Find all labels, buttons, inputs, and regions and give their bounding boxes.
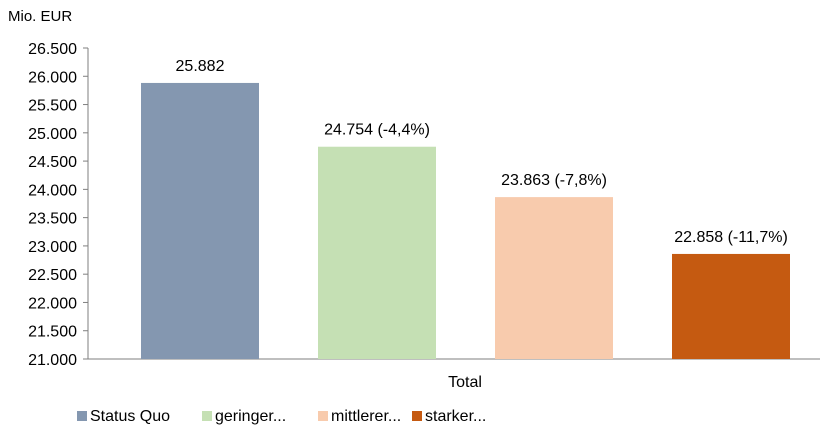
legend-label-2: geringer... [215, 408, 286, 425]
y-tick-label: 24.000 [28, 182, 77, 199]
bar-3 [495, 197, 613, 359]
legend-swatch-4 [412, 411, 422, 421]
y-tick-label: 23.000 [28, 239, 77, 256]
y-tick-label: 22.500 [28, 267, 77, 284]
bars [141, 82, 790, 359]
legend-swatch-1 [77, 411, 87, 421]
y-tick-label: 25.000 [28, 126, 77, 143]
legend-swatch-2 [202, 411, 212, 421]
bar-2 [318, 146, 436, 359]
legend-label-3: mittlerer... [331, 408, 401, 425]
y-tick-label: 24.500 [28, 154, 77, 171]
y-tick-label: 21.500 [28, 324, 77, 341]
y-tick-label: 23.500 [28, 211, 77, 228]
legend-swatch-3 [318, 411, 328, 421]
y-tick-label: 26.500 [28, 41, 77, 58]
bar-1 [141, 82, 259, 359]
legend-label-4: starker... [425, 408, 486, 425]
y-tick-label: 21.000 [28, 352, 77, 369]
y-tick-label: 26.000 [28, 69, 77, 86]
data-label-4: 22.858 (-11,7%) [674, 229, 788, 246]
data-label-1: 25.882 [176, 58, 225, 75]
legend-label-1: Status Quo [90, 408, 170, 425]
data-labels: 25.882 24.754 (-4,4%) 23.863 (-7,8%) 22.858… [176, 58, 788, 246]
bar-4 [672, 253, 790, 359]
y-tick-label: 25.500 [28, 98, 77, 115]
y-tick-label: 22.000 [28, 295, 77, 312]
y-axis-label: Mio. EUR [8, 8, 72, 25]
data-label-3: 23.863 (-7,8%) [501, 172, 607, 189]
data-label-2: 24.754 (-4,4%) [324, 122, 430, 139]
legend: Status Quo geringer... mittlerer... starker… [77, 408, 486, 425]
y-axis-ticks: 21.000 21.500 22.000 22.500 23.000 23.500 24.0… [28, 41, 88, 369]
x-category-label: Total [448, 374, 482, 391]
